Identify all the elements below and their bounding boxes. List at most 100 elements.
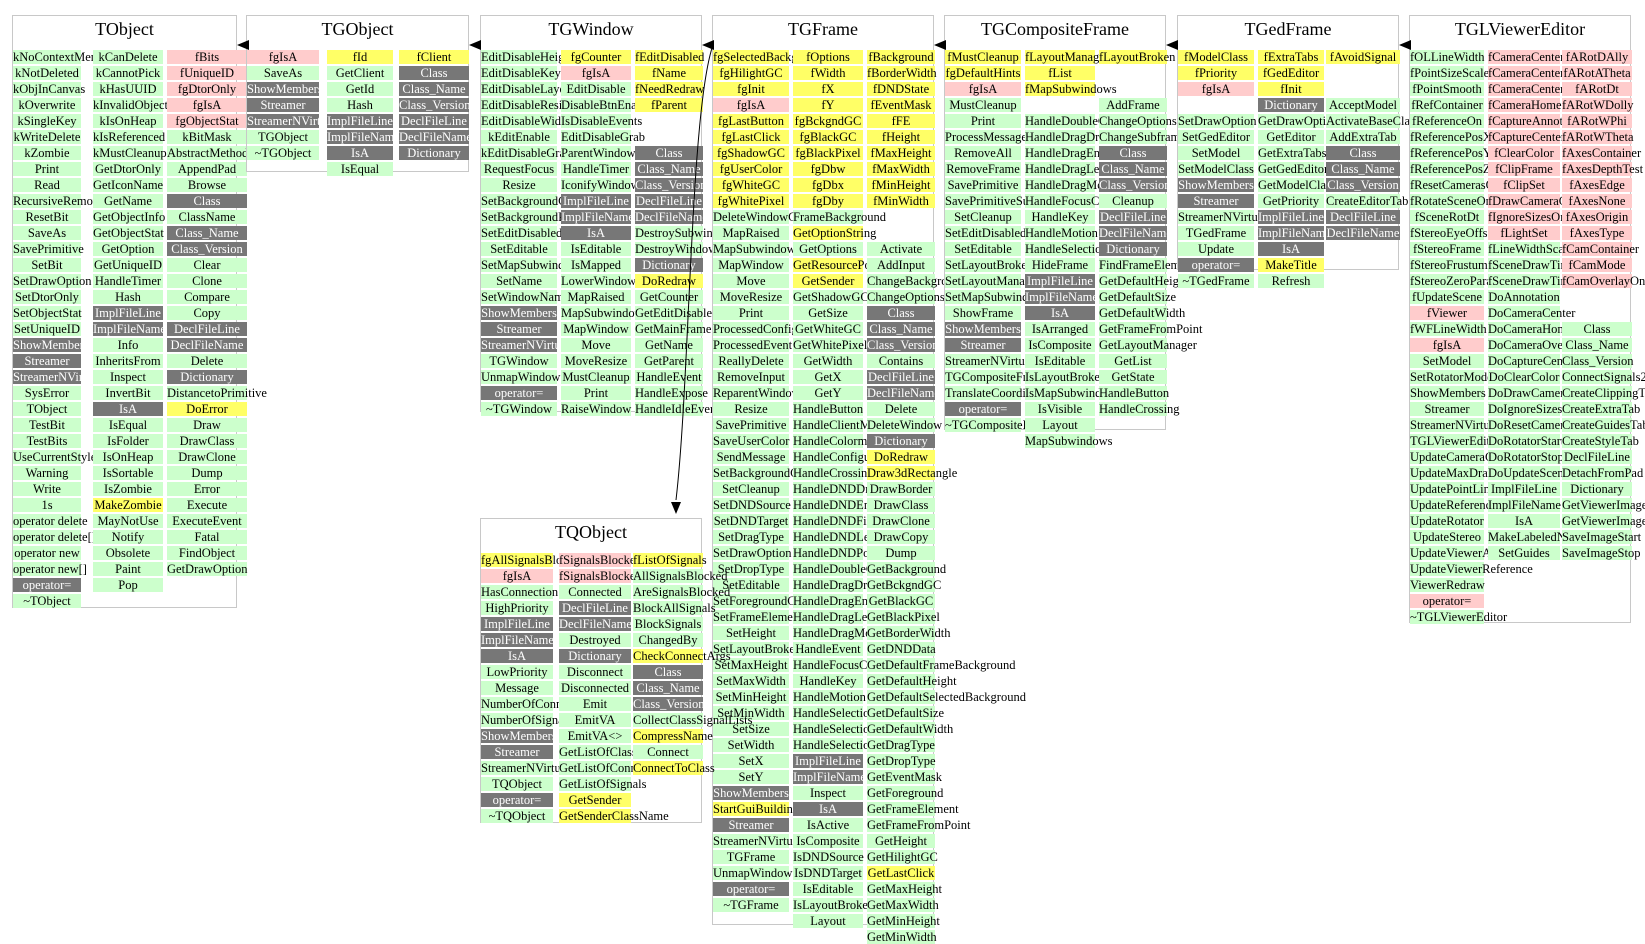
class-member[interactable]: GetBorderWidth xyxy=(867,626,951,640)
class-member[interactable]: Dictionary xyxy=(1099,242,1167,256)
class-member[interactable] xyxy=(1326,82,1400,96)
class-member[interactable]: RaiseWindow xyxy=(561,402,632,416)
class-member[interactable]: DoCameraCenter xyxy=(1488,306,1576,320)
class-member[interactable]: fOLLineWidth xyxy=(1410,50,1485,64)
class-member[interactable]: HandleButton xyxy=(793,402,864,416)
class-member[interactable]: Connected xyxy=(559,585,631,599)
class-member[interactable]: ImplFileName xyxy=(93,322,166,336)
class-member[interactable]: SetDragType xyxy=(713,530,789,544)
class-member[interactable]: SetModel xyxy=(1178,146,1254,160)
class-member[interactable] xyxy=(867,226,935,240)
class-member[interactable]: SetX xyxy=(713,754,789,768)
class-member[interactable]: DeleteWindow xyxy=(867,418,943,432)
class-member[interactable]: fMinWidth xyxy=(867,194,935,208)
class-member[interactable]: StreamerNVirtual xyxy=(481,761,570,775)
class-member[interactable]: SavePrimitive xyxy=(945,178,1021,192)
class-member[interactable]: HandleKey xyxy=(1025,210,1095,224)
class-member[interactable]: GetDrawOption xyxy=(167,562,248,576)
class-member[interactable]: GetMainFrame xyxy=(635,322,712,336)
class-member[interactable]: Error xyxy=(167,482,247,496)
class-member[interactable]: IsMapSubwindows xyxy=(1025,386,1122,400)
class-member[interactable]: Class_Version xyxy=(867,338,939,352)
class-member[interactable]: UnmapWindow xyxy=(481,370,561,384)
class-member[interactable]: fAxesOrigin xyxy=(1562,210,1632,224)
class-member[interactable]: kWriteDelete xyxy=(13,130,81,144)
class-member[interactable]: StreamerNVirtual xyxy=(13,370,102,384)
class-member[interactable]: HandleDragDrop xyxy=(1025,130,1112,144)
class-member[interactable]: fClipSet xyxy=(1488,178,1560,192)
class-member[interactable]: GetLayoutManager xyxy=(1099,338,1197,352)
class-member[interactable] xyxy=(1099,82,1167,96)
class-member[interactable]: fClearColor xyxy=(1488,146,1560,160)
class-member[interactable]: GetSender xyxy=(559,793,631,807)
class-member[interactable]: SetBackgroundPixmap xyxy=(481,210,597,224)
class-member[interactable]: fStereoEyeOffsetFac xyxy=(1410,226,1515,240)
class-member[interactable]: ImplFileLine xyxy=(93,306,163,320)
class-member[interactable]: fgInit xyxy=(713,82,789,96)
class-member[interactable]: ~TGWindow xyxy=(481,402,557,416)
class-member[interactable]: fClipFrame xyxy=(1488,162,1560,176)
class-member[interactable]: CreateStyleTab xyxy=(1562,434,1639,448)
class-member[interactable]: fHeight xyxy=(867,130,935,144)
class-member[interactable]: GetDefaultSize xyxy=(1099,290,1177,304)
class-member[interactable]: DoRotatorStop xyxy=(1488,450,1564,464)
class-member[interactable]: NumberOfSignals xyxy=(481,713,572,727)
class-member[interactable]: ReallyDelete xyxy=(713,354,789,368)
class-member[interactable]: GetObjectInfo xyxy=(93,210,166,224)
class-member[interactable]: MakeZombie xyxy=(93,498,163,512)
class-member[interactable]: HandleDragLeave xyxy=(793,610,885,624)
class-member[interactable]: kNotDeleted xyxy=(13,66,81,80)
class-member[interactable]: ~TGObject xyxy=(247,146,319,160)
class-member[interactable]: fgBckgndGC xyxy=(793,114,863,128)
class-member[interactable]: fgWhiteGC xyxy=(713,178,789,192)
class-member[interactable]: AcceptModel xyxy=(1326,98,1400,112)
class-member[interactable]: DoRedraw xyxy=(867,450,935,464)
class-member[interactable]: GetSenderClassName xyxy=(559,809,669,823)
class-member[interactable]: kInvalidObject xyxy=(93,98,168,112)
class-member[interactable]: GetViewerImageGUIBase xyxy=(1562,498,1645,512)
class-member[interactable]: SetUniqueID xyxy=(13,322,81,336)
class-member[interactable]: fIgnoreSizesOnUpdate xyxy=(1488,210,1603,224)
class-member[interactable]: GetPriority xyxy=(1258,194,1324,208)
class-member[interactable]: fAxesEdge xyxy=(1562,178,1632,192)
class-member[interactable]: GetDefaultHeight xyxy=(1099,274,1189,288)
class-member[interactable]: GetDefaultHeight xyxy=(867,674,957,688)
class-member[interactable]: kBitMask xyxy=(167,130,247,144)
class-member[interactable]: SetCleanup xyxy=(713,482,789,496)
class-member[interactable]: fRotateSceneOn xyxy=(1410,194,1492,208)
class-member[interactable]: GetName xyxy=(635,338,703,352)
class-member[interactable]: SetModel xyxy=(1410,354,1484,368)
class-member[interactable]: SetName xyxy=(481,274,557,288)
class-member[interactable]: operator= xyxy=(945,402,1021,416)
class-member[interactable]: operator new[] xyxy=(13,562,87,576)
class-member[interactable]: Copy xyxy=(167,306,247,320)
class-member[interactable]: GetForeground xyxy=(867,786,944,800)
class-member[interactable]: ImplFileName xyxy=(327,130,400,144)
class-member[interactable]: SysError xyxy=(13,386,81,400)
class-member[interactable]: IsA xyxy=(561,226,631,240)
class-member[interactable]: fARotWDolly xyxy=(1562,98,1634,112)
class-member[interactable]: UpdateReferencePosState xyxy=(1410,498,1540,512)
class-member[interactable]: HandleFocusChange xyxy=(1025,194,1130,208)
class-member[interactable]: fCameraCenterZ xyxy=(1488,82,1572,96)
class-member[interactable]: Browse xyxy=(167,178,247,192)
class-member[interactable]: Pop xyxy=(93,578,163,592)
class-member[interactable]: FrameBackground xyxy=(793,210,887,224)
class-member[interactable]: HandleDoubleClick xyxy=(793,562,893,576)
class-member[interactable] xyxy=(633,777,703,791)
class-member[interactable]: BlockAllSignals xyxy=(633,601,716,615)
class-member[interactable]: RemoveFrame xyxy=(945,162,1021,176)
class-member[interactable]: GetName xyxy=(93,194,163,208)
class-member[interactable]: Dictionary xyxy=(867,434,935,448)
class-member[interactable]: IsEditable xyxy=(793,882,863,896)
class-member[interactable]: IsA xyxy=(481,649,553,663)
class-member[interactable]: ImplFileLine xyxy=(1258,210,1324,224)
class-member[interactable]: Layout xyxy=(1025,418,1095,432)
class-member[interactable]: fLineWidthScale xyxy=(1488,242,1573,256)
class-member[interactable]: IsVisible xyxy=(1025,402,1095,416)
class-member[interactable]: TestBit xyxy=(13,418,81,432)
class-member[interactable]: fBits xyxy=(167,50,247,64)
class-member[interactable]: fgUserColor xyxy=(713,162,789,176)
class-member[interactable]: DoRedraw xyxy=(635,274,703,288)
class-member[interactable]: Resize xyxy=(481,178,557,192)
